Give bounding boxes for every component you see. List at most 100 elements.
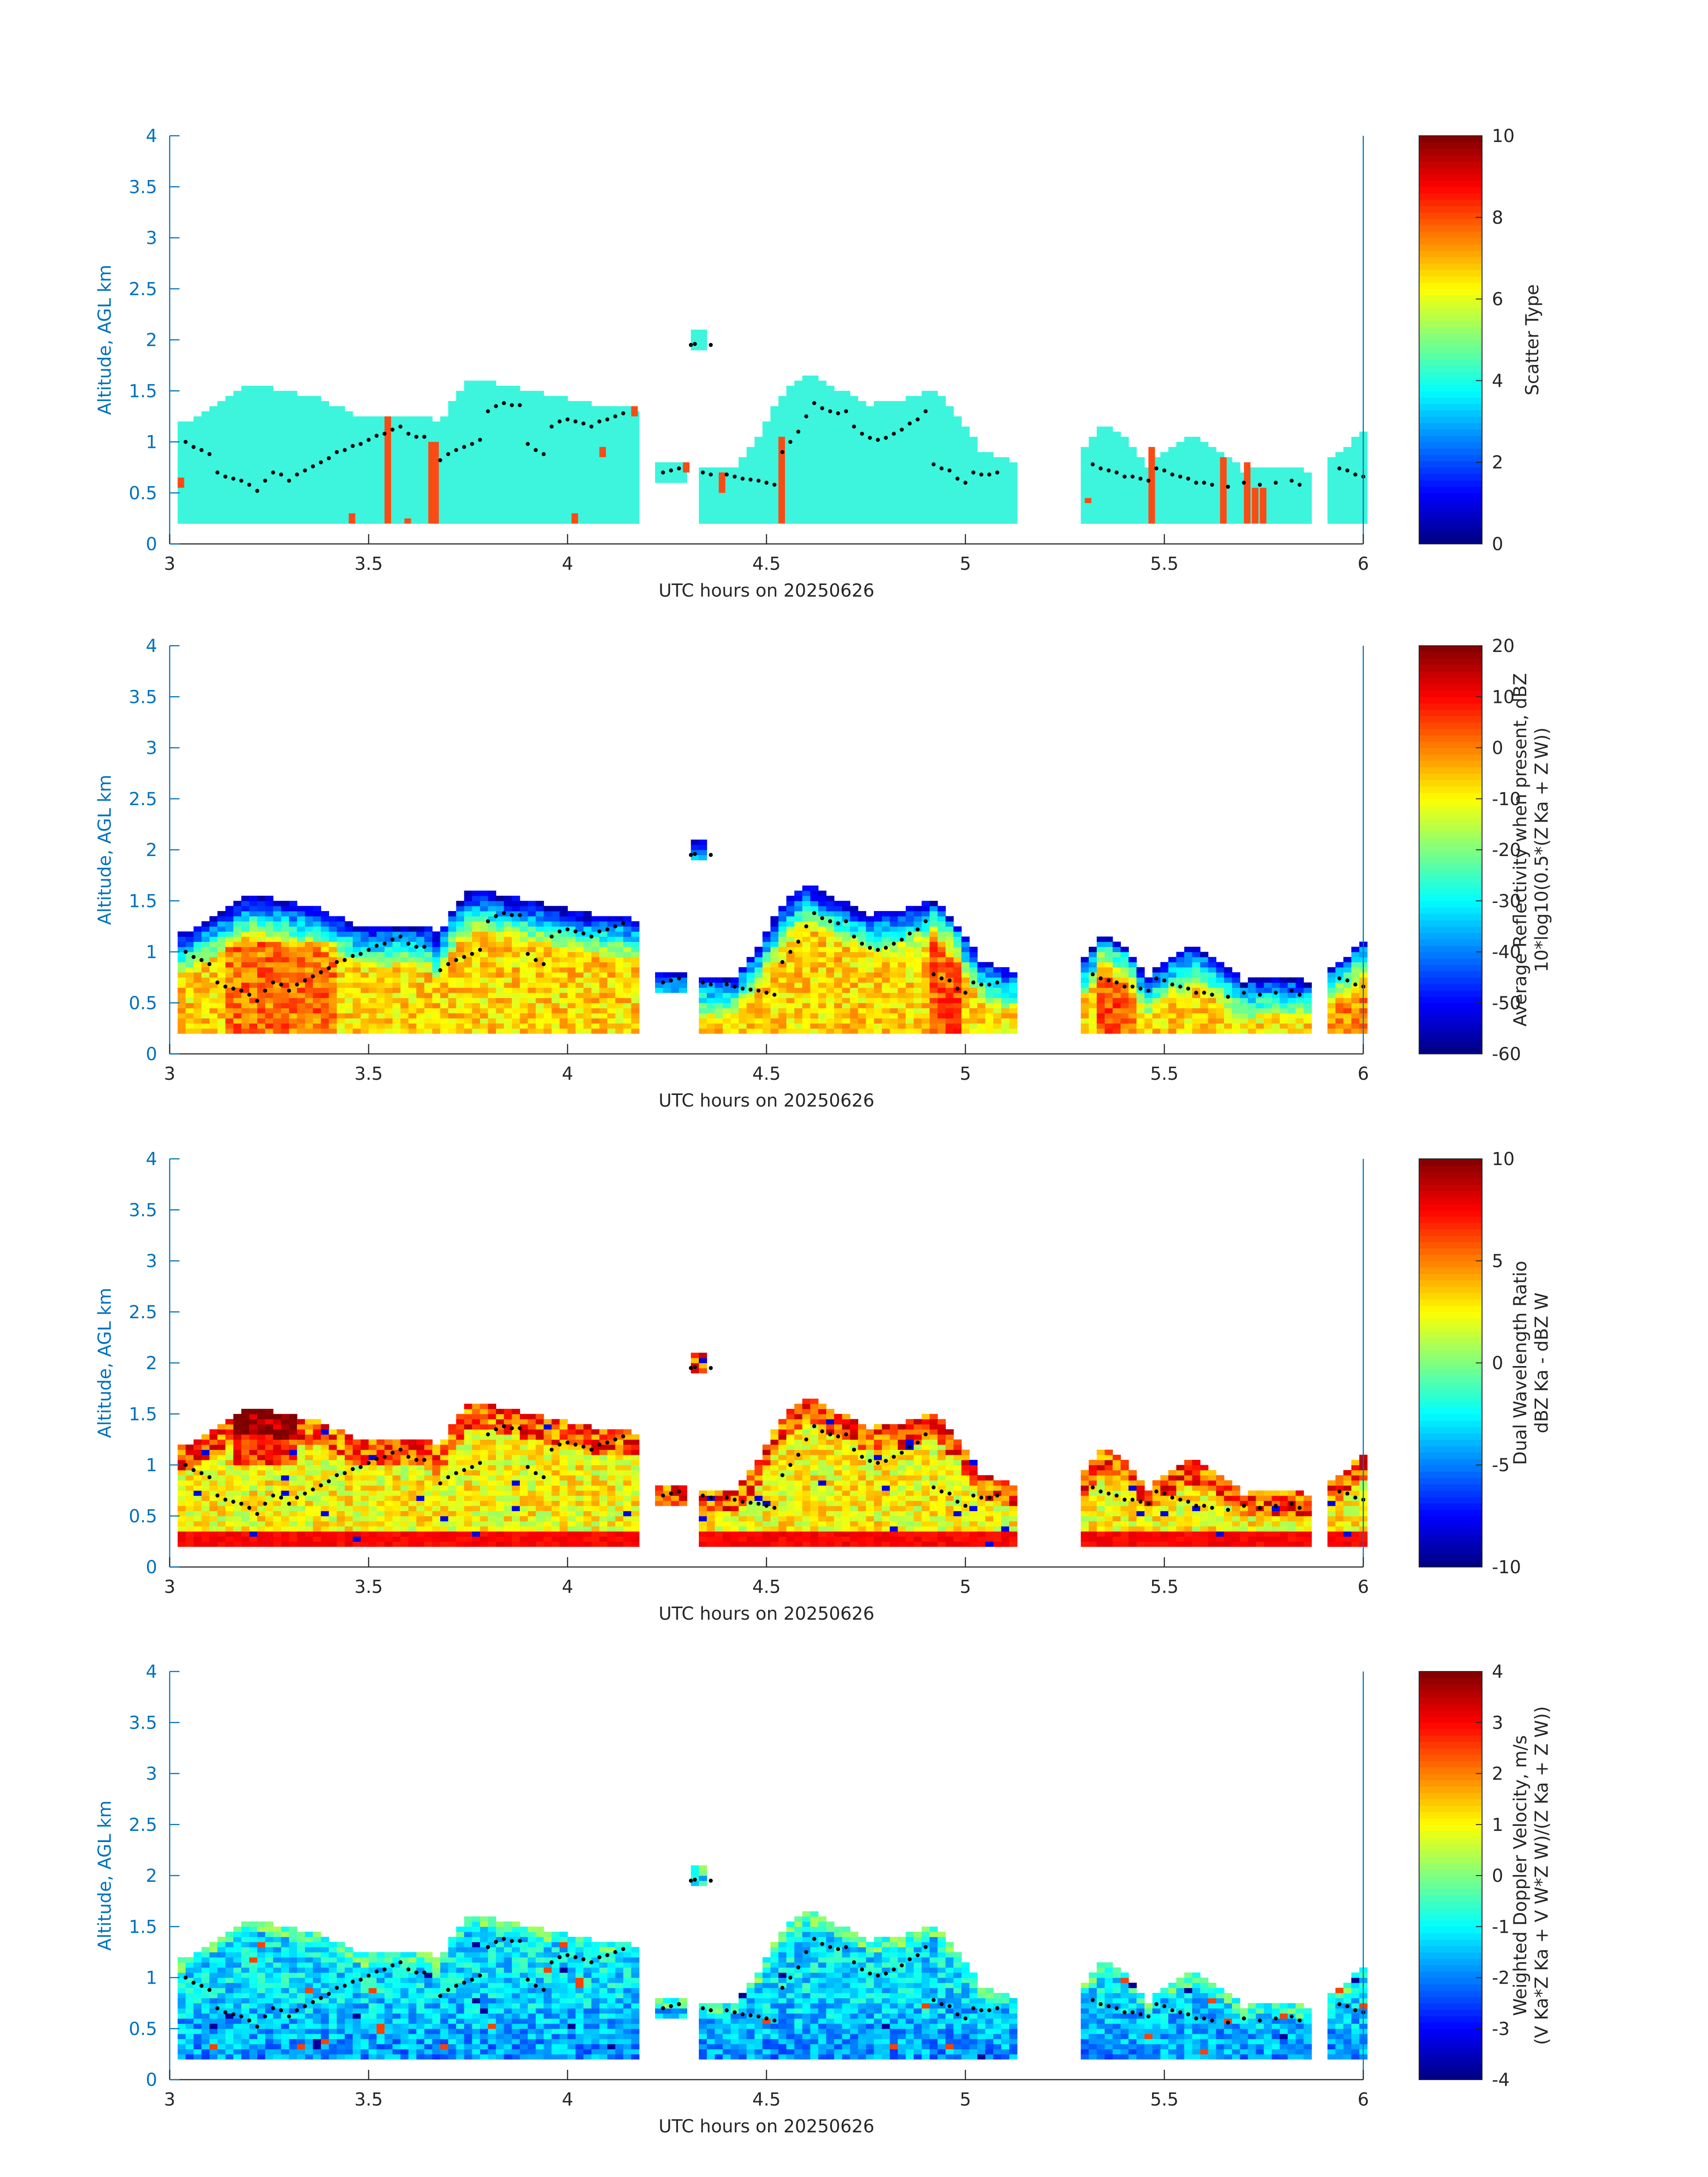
data-cell — [257, 401, 266, 407]
data-cell — [512, 906, 520, 911]
data-cell — [480, 442, 489, 447]
data-cell — [273, 901, 282, 907]
data-cell — [527, 467, 536, 473]
data-cell — [512, 982, 520, 988]
data-cell — [193, 467, 202, 473]
data-cell — [520, 977, 528, 983]
data-cell — [297, 472, 305, 478]
data-cell — [281, 401, 289, 407]
trace-point — [223, 474, 228, 479]
data-cell — [440, 513, 449, 519]
data-cell — [416, 518, 425, 524]
data-cell — [953, 498, 962, 504]
data-cell — [889, 437, 898, 443]
data-cell — [826, 947, 835, 953]
data-cell — [599, 987, 608, 993]
data-cell — [496, 916, 505, 922]
data-cell — [535, 503, 544, 509]
data-cell — [313, 426, 322, 432]
data-cell — [448, 1003, 457, 1008]
data-cell — [448, 493, 457, 498]
data-cell — [1184, 482, 1193, 488]
data-cell — [488, 426, 497, 432]
data-cell — [289, 921, 297, 927]
data-cell — [818, 498, 827, 504]
data-cell — [953, 437, 962, 443]
data-cell — [273, 416, 282, 422]
data-cell — [233, 962, 242, 968]
data-cell — [376, 421, 385, 427]
data-cell — [305, 411, 313, 417]
data-cell — [898, 987, 906, 993]
data-cell — [257, 457, 266, 463]
data-cell — [671, 982, 680, 988]
data-cell — [969, 493, 978, 498]
data-cell — [818, 947, 827, 953]
data-cell — [464, 508, 472, 514]
scatter-type-bar — [718, 472, 726, 493]
data-cell — [746, 508, 755, 514]
data-cell — [599, 941, 608, 947]
data-cell — [731, 1028, 739, 1034]
data-cell — [177, 431, 186, 437]
data-cell — [297, 411, 305, 417]
data-cell — [504, 508, 512, 514]
data-cell — [416, 421, 425, 427]
data-cell — [504, 982, 512, 988]
data-cell — [233, 442, 242, 447]
data-cell — [599, 508, 608, 514]
data-cell — [400, 472, 409, 478]
data-cell — [1112, 442, 1121, 447]
data-cell — [850, 1013, 859, 1019]
data-cell — [591, 1023, 600, 1029]
data-cell — [440, 992, 449, 998]
data-cell — [1104, 477, 1113, 483]
data-cell — [233, 916, 242, 922]
data-cell — [591, 437, 600, 443]
data-cell — [1303, 503, 1312, 509]
data-cell — [209, 406, 218, 412]
data-cell — [368, 442, 377, 447]
data-cell — [937, 416, 946, 422]
colorbar-band — [1419, 187, 1482, 194]
data-cell — [297, 1018, 305, 1024]
data-cell — [921, 462, 930, 468]
data-cell — [416, 426, 425, 432]
data-cell — [568, 1028, 576, 1034]
data-cell — [699, 493, 707, 498]
data-cell — [177, 426, 186, 432]
data-cell — [881, 411, 890, 417]
data-cell — [241, 1018, 250, 1024]
data-cell — [874, 503, 882, 509]
data-cell — [786, 1003, 795, 1008]
data-cell — [826, 1003, 835, 1008]
data-cell — [1208, 447, 1216, 452]
data-cell — [241, 916, 250, 922]
data-cell — [440, 518, 449, 524]
data-cell — [568, 437, 576, 443]
data-cell — [937, 442, 946, 447]
data-cell — [1097, 437, 1105, 443]
data-cell — [527, 442, 536, 447]
data-cell — [512, 385, 520, 391]
data-cell — [241, 941, 250, 947]
data-cell — [551, 452, 560, 458]
data-cell — [889, 972, 898, 978]
data-cell — [722, 987, 731, 993]
data-cell — [225, 411, 234, 417]
data-cell — [953, 493, 962, 498]
data-cell — [225, 1018, 234, 1024]
data-cell — [623, 513, 632, 519]
data-cell — [177, 947, 186, 953]
data-cell — [520, 926, 528, 932]
trace-point — [724, 472, 729, 477]
data-cell — [464, 385, 472, 391]
data-cell — [488, 957, 497, 962]
data-cell — [746, 1008, 755, 1014]
data-cell — [329, 1018, 337, 1024]
data-cell — [177, 503, 186, 509]
data-cell — [289, 401, 297, 407]
data-cell — [448, 921, 457, 927]
data-cell — [802, 431, 811, 437]
data-cell — [826, 931, 835, 937]
